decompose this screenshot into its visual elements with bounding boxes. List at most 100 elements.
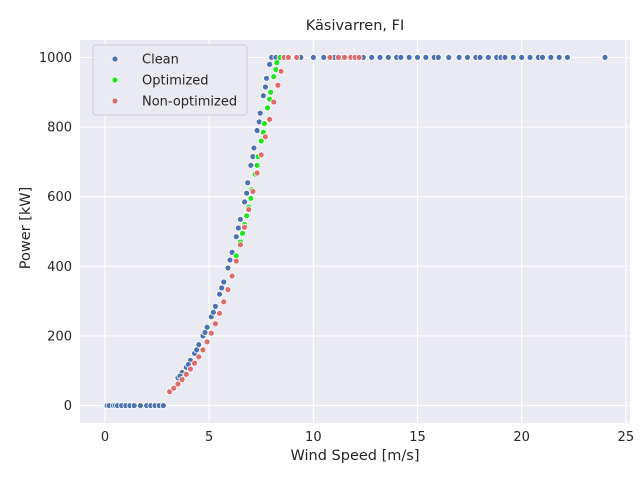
y-tick-label: 0 <box>64 399 72 414</box>
point-clean <box>256 109 264 117</box>
y-ticks: 0 200 400 600 800 1000 <box>39 51 72 414</box>
point-clean <box>476 54 484 61</box>
data-points <box>103 54 609 409</box>
point-clean <box>262 83 269 91</box>
point-non-optimized <box>326 54 334 61</box>
point-clean <box>218 284 226 292</box>
chart-title: Käsivarren, FI <box>306 18 404 34</box>
point-clean <box>601 54 609 61</box>
x-tick-label: 15 <box>409 430 426 445</box>
point-clean <box>464 54 471 61</box>
point-clean <box>266 60 273 68</box>
point-non-optimized <box>174 380 182 388</box>
point-clean <box>243 189 251 197</box>
point-optimized <box>257 137 265 145</box>
point-non-optimized <box>241 223 248 231</box>
point-non-optimized <box>232 257 240 265</box>
point-clean <box>434 54 442 61</box>
point-non-optimized <box>245 206 253 213</box>
point-optimized <box>243 212 251 220</box>
y-tick-label: 600 <box>47 190 72 205</box>
point-non-optimized <box>195 353 203 361</box>
point-non-optimized <box>262 133 269 141</box>
point-clean <box>320 54 328 61</box>
point-clean <box>253 127 261 134</box>
point-clean <box>237 215 244 223</box>
point-non-optimized <box>266 115 273 123</box>
point-non-optimized <box>187 365 194 373</box>
y-tick-label: 800 <box>47 121 72 136</box>
point-non-optimized <box>257 151 265 159</box>
point-optimized <box>247 195 255 202</box>
legend-box <box>92 44 248 116</box>
point-clean <box>368 54 376 61</box>
point-clean <box>555 54 563 61</box>
x-ticks: 0 5 10 15 20 25 <box>101 430 634 445</box>
point-clean <box>137 402 144 409</box>
point-clean <box>414 54 421 61</box>
point-optimized <box>260 120 268 127</box>
point-clean <box>405 54 413 61</box>
point-clean <box>509 54 517 61</box>
point-clean <box>518 54 526 61</box>
y-tick-label: 200 <box>47 329 72 344</box>
point-clean <box>193 346 201 354</box>
point-clean <box>250 144 258 152</box>
y-tick-label: 1000 <box>39 51 72 66</box>
point-clean <box>224 264 232 272</box>
x-axis-label: Wind Speed [m/s] <box>291 448 420 464</box>
point-non-optimized <box>249 188 257 195</box>
point-non-optimized <box>199 346 207 354</box>
point-clean <box>539 54 546 61</box>
point-optimized <box>270 73 278 80</box>
point-clean <box>159 402 167 409</box>
point-clean <box>445 54 453 61</box>
grid <box>80 40 630 423</box>
point-clean <box>209 308 217 316</box>
point-clean <box>234 224 242 232</box>
point-optimized <box>253 161 261 169</box>
point-clean <box>220 278 228 286</box>
legend-marker-clean <box>111 55 119 63</box>
legend-marker-optimized <box>111 76 119 84</box>
point-clean <box>484 54 492 61</box>
point-clean <box>201 329 209 336</box>
point-clean <box>526 54 534 61</box>
x-tick-label: 25 <box>618 430 635 445</box>
point-clean <box>232 233 240 241</box>
point-clean <box>564 54 571 61</box>
point-non-optimized <box>237 241 244 249</box>
point-clean <box>309 54 317 61</box>
point-clean <box>547 54 555 61</box>
point-clean <box>241 198 248 206</box>
point-non-optimized <box>212 320 219 328</box>
point-clean <box>247 161 255 169</box>
legend-label-clean: Clean <box>142 53 179 68</box>
x-tick-label: 10 <box>305 430 322 445</box>
x-tick-label: 5 <box>205 430 213 445</box>
point-clean <box>384 54 392 61</box>
legend-marker-non-optimized <box>111 97 119 105</box>
point-clean <box>376 54 384 61</box>
point-non-optimized <box>203 338 211 346</box>
point-clean <box>501 54 509 61</box>
point-clean <box>397 54 405 61</box>
point-non-optimized <box>284 54 292 61</box>
legend: Clean Optimized Non-optimized <box>92 44 248 116</box>
point-non-optimized <box>220 298 228 306</box>
y-tick-label: 400 <box>47 260 72 275</box>
point-non-optimized <box>355 54 363 61</box>
point-clean <box>263 74 270 82</box>
point-optimized <box>273 59 281 67</box>
point-clean <box>226 256 234 264</box>
y-axis-label: Power [kW] <box>18 187 34 270</box>
point-non-optimized <box>334 54 342 61</box>
point-non-optimized <box>182 370 190 378</box>
point-non-optimized <box>178 376 186 383</box>
point-non-optimized <box>253 169 261 177</box>
point-clean <box>455 54 463 61</box>
point-clean <box>212 302 219 310</box>
point-optimized <box>267 88 275 96</box>
point-non-optimized <box>224 286 232 294</box>
point-non-optimized <box>216 309 223 317</box>
